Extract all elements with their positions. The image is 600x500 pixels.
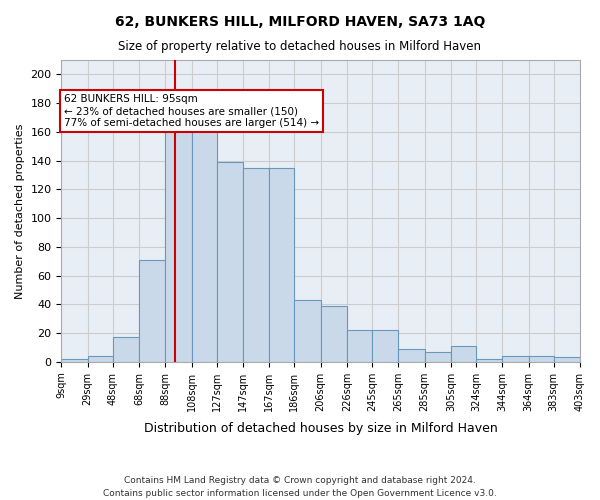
Bar bbox=[372, 330, 398, 362]
Bar bbox=[243, 168, 269, 362]
Bar bbox=[192, 130, 217, 362]
Bar bbox=[451, 346, 476, 362]
Bar bbox=[113, 338, 139, 362]
Text: Contains public sector information licensed under the Open Government Licence v3: Contains public sector information licen… bbox=[103, 488, 497, 498]
Bar bbox=[269, 168, 295, 362]
Bar bbox=[502, 356, 529, 362]
Bar bbox=[476, 359, 502, 362]
Bar bbox=[321, 306, 347, 362]
Bar bbox=[217, 162, 243, 362]
Text: 62 BUNKERS HILL: 95sqm
← 23% of detached houses are smaller (150)
77% of semi-de: 62 BUNKERS HILL: 95sqm ← 23% of detached… bbox=[64, 94, 319, 128]
Text: Size of property relative to detached houses in Milford Haven: Size of property relative to detached ho… bbox=[119, 40, 482, 53]
Bar bbox=[347, 330, 372, 362]
Bar bbox=[529, 356, 554, 362]
Bar bbox=[398, 349, 425, 362]
X-axis label: Distribution of detached houses by size in Milford Haven: Distribution of detached houses by size … bbox=[144, 422, 497, 435]
Y-axis label: Number of detached properties: Number of detached properties bbox=[15, 123, 25, 298]
Bar bbox=[295, 300, 321, 362]
Bar bbox=[61, 359, 88, 362]
Text: 62, BUNKERS HILL, MILFORD HAVEN, SA73 1AQ: 62, BUNKERS HILL, MILFORD HAVEN, SA73 1A… bbox=[115, 15, 485, 29]
Bar bbox=[88, 356, 113, 362]
Bar bbox=[139, 260, 166, 362]
Bar bbox=[554, 358, 580, 362]
Bar bbox=[425, 352, 451, 362]
Text: Contains HM Land Registry data © Crown copyright and database right 2024.: Contains HM Land Registry data © Crown c… bbox=[124, 476, 476, 485]
Bar bbox=[166, 130, 192, 362]
